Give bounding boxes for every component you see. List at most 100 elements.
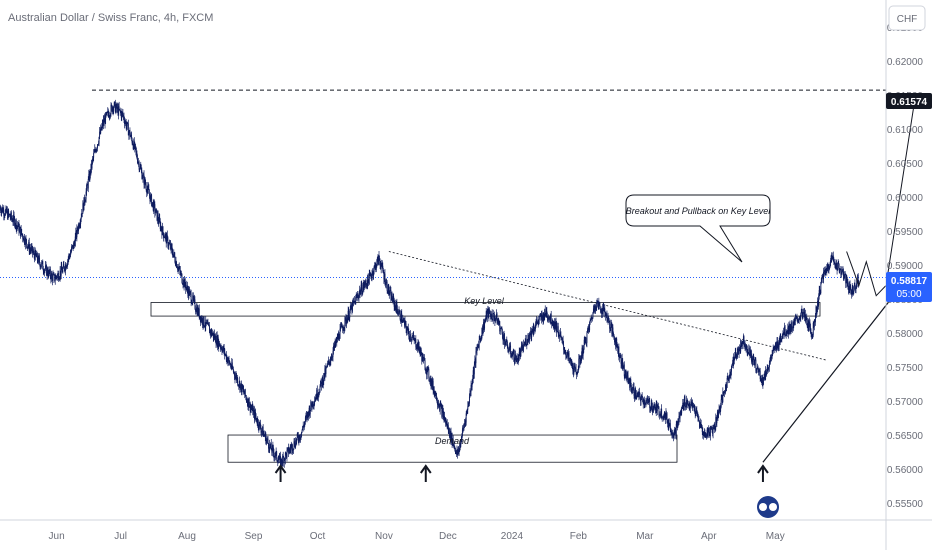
candle-body [636,393,638,394]
candle-body [353,301,355,302]
candle-body [599,305,601,310]
candle-body [359,290,360,294]
candle-body [732,356,734,363]
candle-body [822,275,824,280]
candle-body [242,388,244,390]
candle-body [178,267,180,269]
candle-body [516,355,518,358]
candle-body [174,262,176,266]
candle-body [523,344,525,349]
candle-body [664,412,666,420]
candle-body [109,115,111,117]
candle-body [376,259,378,267]
candle-body [841,269,843,273]
candle-body [152,202,154,203]
candle-body [32,252,34,253]
candle-body [16,225,18,229]
candle-body [259,423,261,429]
candle-body [391,294,392,301]
candle-body [148,188,150,194]
candle-body [395,306,397,312]
candle-body [328,359,330,362]
candle-body [117,106,118,110]
candle-body [558,336,560,339]
candle-body [356,295,358,298]
candle-body [231,362,233,368]
candle-body [386,281,388,283]
candle-body [52,275,53,281]
candle-body [45,265,47,267]
candle-body [22,234,24,239]
candle-body [155,209,157,213]
x-tick-label: Mar [636,531,654,542]
candle-body [458,448,460,453]
candle-body [760,380,762,381]
candle-body [615,338,617,347]
candle-body [122,112,124,116]
candle-body [850,284,852,289]
candle-body [72,245,74,247]
candle-body [208,322,209,326]
candle-body [383,273,385,280]
candle-body [168,243,170,247]
candle-body [197,307,199,315]
candle-body [34,255,36,261]
candle-body [738,349,739,355]
candle-body [452,439,454,445]
candle-body [248,398,249,408]
candle-body [783,332,784,335]
candle-body [686,400,688,405]
candle-body [14,217,16,226]
candle-body [282,455,284,458]
candle-body [522,344,523,351]
candle-body [726,377,728,388]
candle-body [579,358,581,364]
candle-body [235,374,237,377]
currency-button[interactable]: CHF [888,5,926,31]
candle-body [333,345,335,348]
candle-body [206,322,208,324]
candle-body [646,398,648,401]
candle-body [507,347,509,352]
candle-body [295,440,297,448]
candle-body [559,332,561,337]
candle-body [170,243,172,250]
candle-body [81,213,83,214]
candle-body [104,118,106,124]
candle-body [471,384,473,388]
candle-body [713,427,715,429]
candle-body [228,358,230,361]
candle-body [518,358,520,360]
candle-body [329,361,331,364]
candle-body [269,444,271,451]
candle-body [283,457,285,464]
candle-body [778,344,780,347]
candle-body [58,273,59,280]
candle-body [73,242,75,244]
candle-body [294,441,295,447]
candle-body [732,362,734,365]
candle-body [202,318,203,325]
candle-body [151,194,153,206]
candle-body [715,417,717,428]
candle-body [281,462,283,464]
candle-body [46,265,48,276]
candle-body [367,275,369,280]
candle-body [651,402,653,410]
candle-body [24,242,26,245]
candle-body [218,341,220,348]
candle-body [492,319,494,321]
candle-body [622,358,624,368]
candle-body [90,163,92,175]
candle-body [316,389,318,399]
candle-body [583,339,585,346]
candle-body [656,405,658,412]
candle-body [431,379,432,387]
candle-body [110,114,111,117]
candle-body [478,339,480,348]
candle-body [280,456,281,467]
candle-body [193,298,195,300]
pivot-arrow-head [757,464,769,474]
candle-body [427,367,429,369]
